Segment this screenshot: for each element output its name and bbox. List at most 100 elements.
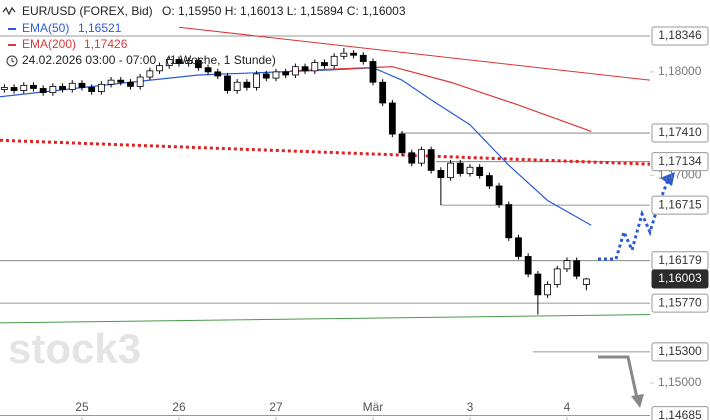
candle-body — [437, 169, 445, 179]
candle-body — [582, 278, 590, 285]
level-label: 1,17134 — [658, 154, 702, 168]
candle-body — [233, 81, 241, 91]
ema-line — [0, 67, 592, 226]
ema-line — [290, 66, 592, 132]
level-box — [651, 26, 709, 46]
candle-body — [175, 59, 183, 64]
x-tick-label: 4 — [564, 400, 571, 414]
candle-body — [340, 52, 348, 57]
y-tick-label: 1,17000 — [658, 168, 702, 182]
x-tick-label: 25 — [75, 400, 89, 414]
period: 24.02.2026 03:00 - 07:00 — [22, 53, 156, 67]
clock-hand — [11, 58, 15, 63]
candle-body — [553, 268, 561, 285]
level-box — [651, 406, 709, 420]
level-box — [651, 342, 709, 362]
range: (1 Woche, 1 Stunde) — [166, 53, 276, 67]
symbol: EUR/USD (FOREX, Bid) — [22, 4, 153, 18]
candle-body — [0, 87, 8, 90]
candle-body — [243, 81, 251, 88]
candle-body — [224, 75, 231, 91]
level-label: 1,14685 — [658, 408, 702, 420]
candle-body — [39, 88, 47, 94]
candle-body — [321, 62, 328, 67]
chart-icon — [2, 6, 16, 16]
level-label: 1,16003 — [658, 271, 702, 285]
level-label: 1,18346 — [658, 28, 702, 42]
candle-body — [388, 102, 396, 135]
level-label: 1,16179 — [658, 253, 702, 267]
candle-body — [185, 60, 193, 64]
trend-line — [178, 26, 651, 81]
candle-body — [49, 85, 57, 94]
candle-body — [369, 61, 377, 83]
x-tick-label: 27 — [269, 400, 283, 414]
legend-label: EMA(50) — [22, 21, 69, 35]
candle-body — [505, 204, 513, 239]
level-label: 1,17410 — [658, 125, 702, 139]
candle-body — [563, 260, 571, 270]
legend-value: 1,17426 — [84, 37, 128, 51]
candle-body — [291, 66, 299, 76]
candle-body — [524, 256, 532, 275]
down-arrow — [598, 355, 639, 399]
candle-body — [515, 237, 522, 257]
candle-body — [88, 87, 96, 92]
y-tick-label: 1,15000 — [658, 375, 702, 389]
candle-body — [214, 71, 222, 77]
candle-body — [330, 55, 338, 67]
candle-body — [194, 60, 202, 69]
candle-body — [282, 71, 290, 76]
x-tick-label: 3 — [467, 400, 474, 414]
candle-body — [68, 82, 76, 90]
candle-body — [350, 52, 357, 56]
candle-body — [156, 65, 163, 72]
ohlc: O: 1,15950 H: 1,16013 L: 1,15894 C: 1,16… — [162, 4, 406, 18]
level-label: 1,16715 — [658, 197, 702, 211]
level-box — [651, 195, 709, 215]
candle-body — [146, 70, 154, 78]
level-box — [651, 293, 709, 313]
watermark: stock3 — [8, 325, 141, 372]
trend-line — [0, 138, 651, 166]
candle-body — [117, 79, 125, 83]
legend-label: EMA(200) — [22, 37, 76, 51]
candle-body — [544, 284, 551, 296]
level-box — [651, 123, 709, 143]
level-label: 1,15770 — [658, 295, 702, 309]
level-box — [651, 269, 709, 289]
candle-body — [136, 76, 144, 87]
y-tick-label: 1,18000 — [658, 64, 702, 78]
level-box — [651, 152, 709, 172]
candle-body — [466, 166, 474, 174]
candle-body — [311, 62, 319, 72]
level-label: 1,15300 — [658, 344, 702, 358]
candle-body — [534, 273, 542, 296]
legend-value: 1,16521 — [78, 21, 122, 35]
candle-body — [485, 175, 493, 187]
candle-body — [204, 67, 212, 73]
candle-body — [476, 166, 484, 176]
x-tick-label: Mär — [363, 400, 384, 414]
candle-body — [59, 85, 66, 90]
candle-body — [253, 73, 260, 88]
clock-icon — [6, 55, 18, 67]
candle-body — [398, 133, 406, 154]
trend-line — [0, 314, 651, 324]
candle-body — [165, 59, 173, 67]
candle-body — [107, 79, 115, 85]
candle-body — [272, 71, 280, 79]
candle-body — [418, 149, 425, 164]
candle-body — [78, 82, 86, 88]
candle-body — [30, 84, 37, 89]
candle-body — [573, 260, 581, 277]
candle-body — [456, 162, 464, 174]
candle-body — [408, 152, 416, 164]
plot: 25 26 27 Mär 3 4 — [0, 26, 651, 420]
candle-body — [10, 87, 18, 91]
candle-body — [495, 185, 503, 206]
candle-body — [301, 66, 309, 72]
down-arrowhead — [631, 394, 644, 408]
x-tick-label: 26 — [172, 400, 186, 414]
